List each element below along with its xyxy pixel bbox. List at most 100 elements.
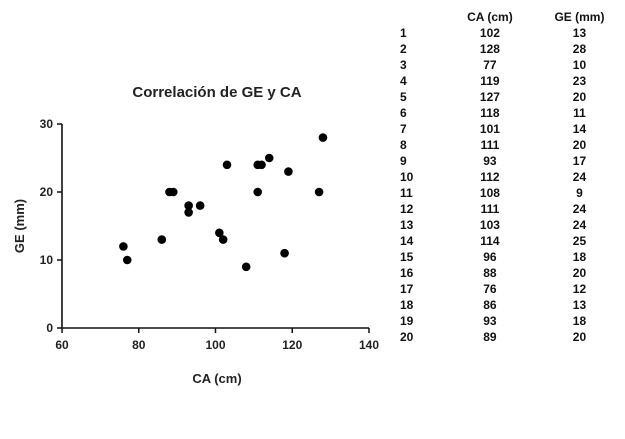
row-index: 11 xyxy=(400,186,413,200)
cell-ca: 112 xyxy=(480,170,500,184)
scatter-point xyxy=(119,242,128,251)
table-row: 4 119 23 xyxy=(390,73,625,89)
cell-ca: 89 xyxy=(483,330,497,344)
cell-ca: 86 xyxy=(483,298,497,312)
y-tick-label: 10 xyxy=(40,253,54,267)
table-row: 18 86 13 xyxy=(390,297,625,313)
y-tick-label: 30 xyxy=(40,117,54,131)
table-row: 9 93 17 xyxy=(390,153,625,169)
x-axis-label: CA (cm) xyxy=(192,371,241,386)
row-index: 20 xyxy=(400,330,414,344)
cell-ge: 10 xyxy=(572,58,587,72)
row-index: 10 xyxy=(400,170,414,184)
scatter-point xyxy=(215,228,224,238)
scatter-point xyxy=(284,167,293,176)
cell-ge: 18 xyxy=(572,314,587,328)
cell-ge: 11 xyxy=(573,106,586,120)
scatter-point xyxy=(280,248,289,258)
row-index: 3 xyxy=(400,58,407,72)
cell-ca: 102 xyxy=(479,26,500,40)
scatter-chart: Correlación de GE y CA 0 10 20 30 60 80 100 120… xyxy=(12,84,380,386)
scatter-point xyxy=(253,187,263,197)
table-row: 19 93 18 xyxy=(390,313,625,329)
table-row: 11 108 9 xyxy=(390,185,625,201)
cell-ca: 111 xyxy=(480,202,500,216)
row-index: 19 xyxy=(400,314,414,328)
row-index: 4 xyxy=(400,74,407,88)
data-table: CA (cm) GE (mm) 1 102 13 2 128 28 3 77 10 4 119 23 5… xyxy=(390,8,625,345)
row-index: 13 xyxy=(400,218,414,232)
scatter-point xyxy=(222,160,232,170)
y-tick-label: 20 xyxy=(40,185,54,199)
cell-ca: 93 xyxy=(483,154,497,168)
y-axis-label: GE (mm) xyxy=(12,199,27,253)
table-row: 8 111 20 xyxy=(390,137,625,153)
table-row: 2 128 28 xyxy=(390,41,625,57)
row-index: 18 xyxy=(400,298,414,312)
scatter-point xyxy=(168,187,178,197)
scatter-point xyxy=(241,262,251,272)
row-index: 9 xyxy=(400,154,407,168)
cell-ca: 93 xyxy=(483,314,497,328)
row-index: 14 xyxy=(400,234,414,248)
table-header-row: CA (cm) GE (mm) xyxy=(390,8,625,25)
cell-ge: 14 xyxy=(572,122,587,136)
scatter-point xyxy=(184,201,193,210)
scatter-point xyxy=(157,235,167,244)
table-row: 15 96 18 xyxy=(390,249,625,265)
y-tick-label: 0 xyxy=(46,321,53,335)
cell-ca: 103 xyxy=(479,218,500,232)
cell-ca: 111 xyxy=(480,138,500,152)
header-ca: CA (cm) xyxy=(467,9,513,24)
cell-ge: 20 xyxy=(572,138,587,152)
plot-area: 0 10 20 30 60 80 100 120 140 xyxy=(40,117,380,352)
table-row: 16 88 20 xyxy=(390,265,625,281)
cell-ca: 96 xyxy=(483,250,497,264)
cell-ca: 128 xyxy=(479,42,500,56)
cell-ge: 23 xyxy=(572,74,587,88)
cell-ge: 24 xyxy=(572,218,587,232)
scatter-point xyxy=(264,153,274,163)
table-row: 14 114 25 xyxy=(390,233,625,249)
scatter-point xyxy=(195,201,205,210)
x-tick-label: 100 xyxy=(205,338,225,352)
table-body: 1 102 13 2 128 28 3 77 10 4 119 23 5 127 20 6 118 11 7 101 1… xyxy=(390,25,625,345)
scatter-point xyxy=(318,133,328,142)
table-row: 13 103 24 xyxy=(390,217,625,233)
cell-ge: 20 xyxy=(572,266,587,280)
row-index: 12 xyxy=(400,202,414,216)
table-row: 5 127 20 xyxy=(390,89,625,105)
scatter-point xyxy=(314,187,324,197)
cell-ca: 77 xyxy=(483,58,497,72)
header-ge: GE (mm) xyxy=(554,9,605,24)
cell-ca: 118 xyxy=(480,106,500,120)
row-index: 5 xyxy=(400,90,407,104)
cell-ge: 28 xyxy=(572,42,587,56)
table-row: 12 111 24 xyxy=(390,201,625,217)
row-index: 15 xyxy=(400,250,414,264)
cell-ge: 20 xyxy=(572,90,587,104)
scatter-point xyxy=(218,235,228,244)
row-index: 7 xyxy=(400,122,407,136)
cell-ge: 9 xyxy=(576,186,583,200)
cell-ca: 114 xyxy=(480,234,500,248)
chart-title: Correlación de GE y CA xyxy=(132,84,301,101)
row-index: 1 xyxy=(400,26,407,40)
scatter-point xyxy=(184,208,193,217)
cell-ge: 13 xyxy=(572,298,587,312)
cell-ge: 17 xyxy=(572,154,587,168)
cell-ge: 13 xyxy=(572,26,587,40)
scatter-point xyxy=(253,160,263,170)
cell-ca: 88 xyxy=(483,266,497,280)
table-row: 1 102 13 xyxy=(390,25,625,41)
row-index: 16 xyxy=(400,266,414,280)
cell-ge: 24 xyxy=(572,170,587,184)
cell-ca: 127 xyxy=(479,90,500,104)
table-row: 20 89 20 xyxy=(390,329,625,345)
row-index: 2 xyxy=(400,42,407,56)
row-index: 6 xyxy=(400,106,407,120)
table-row: 7 101 14 xyxy=(390,121,625,137)
x-tick-label: 60 xyxy=(55,338,69,352)
cell-ca: 119 xyxy=(480,74,500,88)
